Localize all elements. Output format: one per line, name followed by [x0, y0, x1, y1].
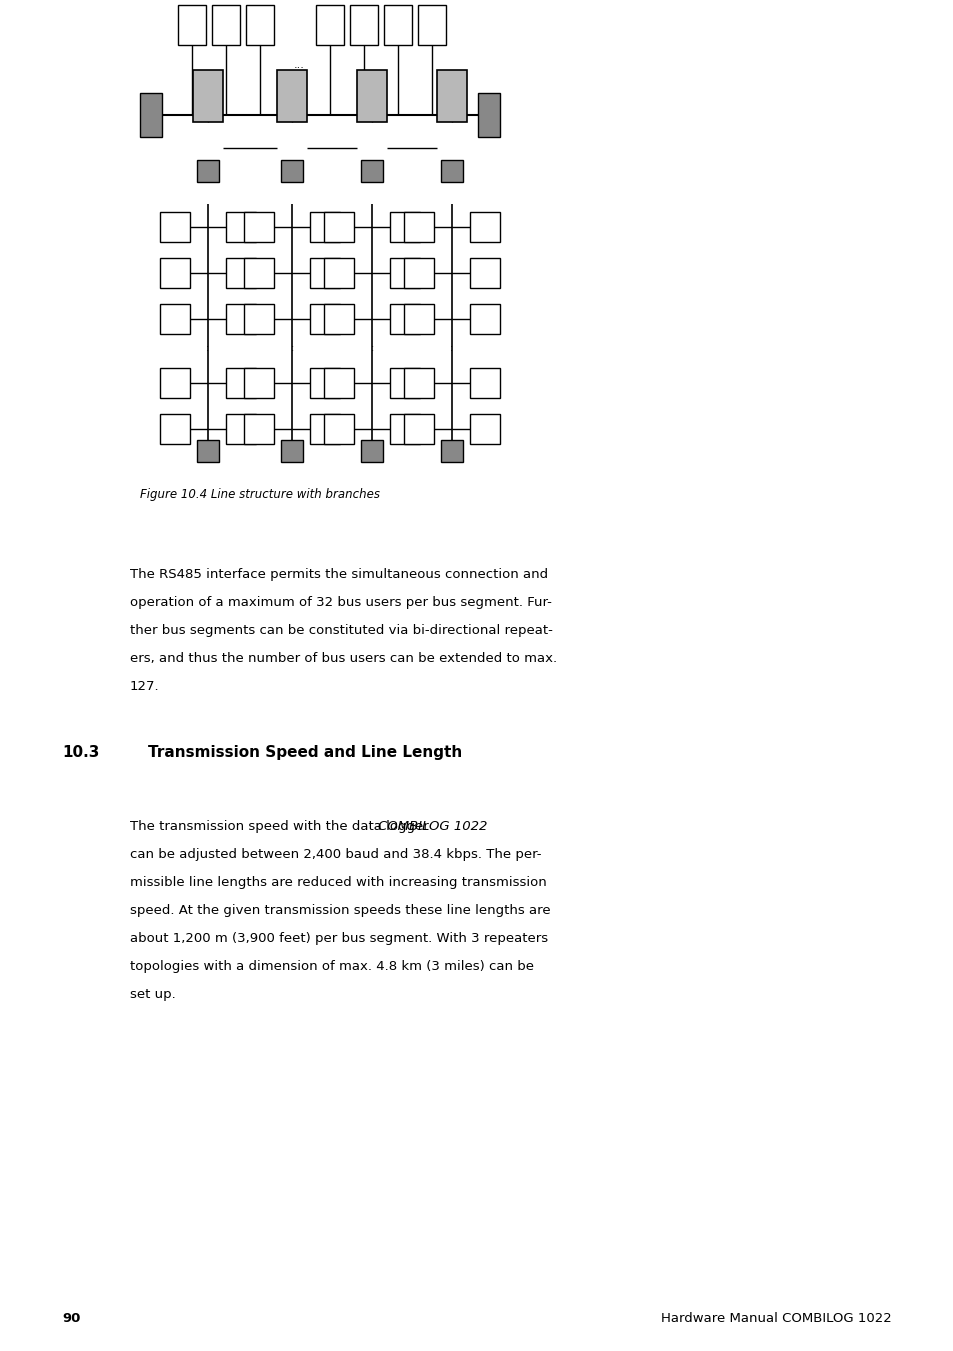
- Bar: [212, 5, 240, 45]
- Bar: [193, 70, 223, 122]
- Text: :: :: [370, 343, 374, 353]
- Bar: [324, 304, 354, 334]
- Bar: [310, 212, 339, 242]
- Bar: [244, 304, 274, 334]
- Text: The RS485 interface permits the simultaneous connection and: The RS485 interface permits the simultan…: [130, 567, 548, 581]
- Text: The transmission speed with the data logger: The transmission speed with the data log…: [130, 820, 433, 834]
- Bar: [390, 413, 419, 444]
- Bar: [244, 212, 274, 242]
- Text: ther bus segments can be constituted via bi-directional repeat-: ther bus segments can be constituted via…: [130, 624, 553, 638]
- Bar: [244, 258, 274, 288]
- Bar: [324, 258, 354, 288]
- Bar: [477, 93, 499, 136]
- Bar: [140, 93, 162, 136]
- Bar: [196, 159, 219, 182]
- Text: :: :: [450, 343, 453, 353]
- Bar: [310, 413, 339, 444]
- Bar: [350, 5, 377, 45]
- Bar: [324, 212, 354, 242]
- Bar: [244, 413, 274, 444]
- Bar: [403, 367, 434, 399]
- Text: can be adjusted between 2,400 baud and 38.4 kbps. The per-: can be adjusted between 2,400 baud and 3…: [130, 848, 541, 861]
- Bar: [470, 304, 499, 334]
- Bar: [403, 258, 434, 288]
- Bar: [360, 159, 382, 182]
- Bar: [246, 5, 274, 45]
- Bar: [226, 304, 255, 334]
- Text: Figure 10.4 Line structure with branches: Figure 10.4 Line structure with branches: [140, 488, 379, 501]
- Bar: [244, 367, 274, 399]
- Text: 90: 90: [62, 1312, 80, 1325]
- Bar: [390, 304, 419, 334]
- Bar: [196, 440, 219, 462]
- Bar: [310, 367, 339, 399]
- Text: about 1,200 m (3,900 feet) per bus segment. With 3 repeaters: about 1,200 m (3,900 feet) per bus segme…: [130, 932, 548, 944]
- Text: :: :: [206, 343, 210, 353]
- Text: speed. At the given transmission speeds these line lengths are: speed. At the given transmission speeds …: [130, 904, 550, 917]
- Text: missible line lengths are reduced with increasing transmission: missible line lengths are reduced with i…: [130, 875, 546, 889]
- Bar: [276, 70, 307, 122]
- Bar: [226, 367, 255, 399]
- Bar: [160, 304, 190, 334]
- Bar: [360, 440, 382, 462]
- Bar: [470, 413, 499, 444]
- Bar: [403, 212, 434, 242]
- Bar: [470, 258, 499, 288]
- Bar: [160, 367, 190, 399]
- Bar: [470, 212, 499, 242]
- Bar: [324, 367, 354, 399]
- Text: 127.: 127.: [130, 680, 159, 693]
- Text: ...: ...: [294, 59, 304, 70]
- Text: COMBILOG 1022: COMBILOG 1022: [377, 820, 487, 834]
- Bar: [417, 5, 446, 45]
- Bar: [390, 258, 419, 288]
- Bar: [356, 70, 387, 122]
- Bar: [384, 5, 412, 45]
- Bar: [440, 159, 462, 182]
- Text: operation of a maximum of 32 bus users per bus segment. Fur-: operation of a maximum of 32 bus users p…: [130, 596, 551, 609]
- Bar: [440, 440, 462, 462]
- Bar: [226, 212, 255, 242]
- Bar: [226, 413, 255, 444]
- Bar: [436, 70, 467, 122]
- Bar: [160, 413, 190, 444]
- Text: Transmission Speed and Line Length: Transmission Speed and Line Length: [148, 744, 462, 761]
- Bar: [390, 212, 419, 242]
- Bar: [390, 367, 419, 399]
- Bar: [178, 5, 206, 45]
- Bar: [470, 367, 499, 399]
- Text: :: :: [290, 343, 294, 353]
- Text: topologies with a dimension of max. 4.8 km (3 miles) can be: topologies with a dimension of max. 4.8 …: [130, 961, 534, 973]
- Bar: [310, 258, 339, 288]
- Bar: [324, 413, 354, 444]
- Text: Hardware Manual COMBILOG 1022: Hardware Manual COMBILOG 1022: [660, 1312, 891, 1325]
- Text: ers, and thus the number of bus users can be extended to max.: ers, and thus the number of bus users ca…: [130, 653, 557, 665]
- Bar: [403, 413, 434, 444]
- Bar: [226, 258, 255, 288]
- Bar: [160, 212, 190, 242]
- Text: set up.: set up.: [130, 988, 175, 1001]
- Bar: [160, 258, 190, 288]
- Text: 10.3: 10.3: [62, 744, 99, 761]
- Bar: [315, 5, 344, 45]
- Bar: [281, 159, 303, 182]
- Bar: [310, 304, 339, 334]
- Bar: [281, 440, 303, 462]
- Bar: [403, 304, 434, 334]
